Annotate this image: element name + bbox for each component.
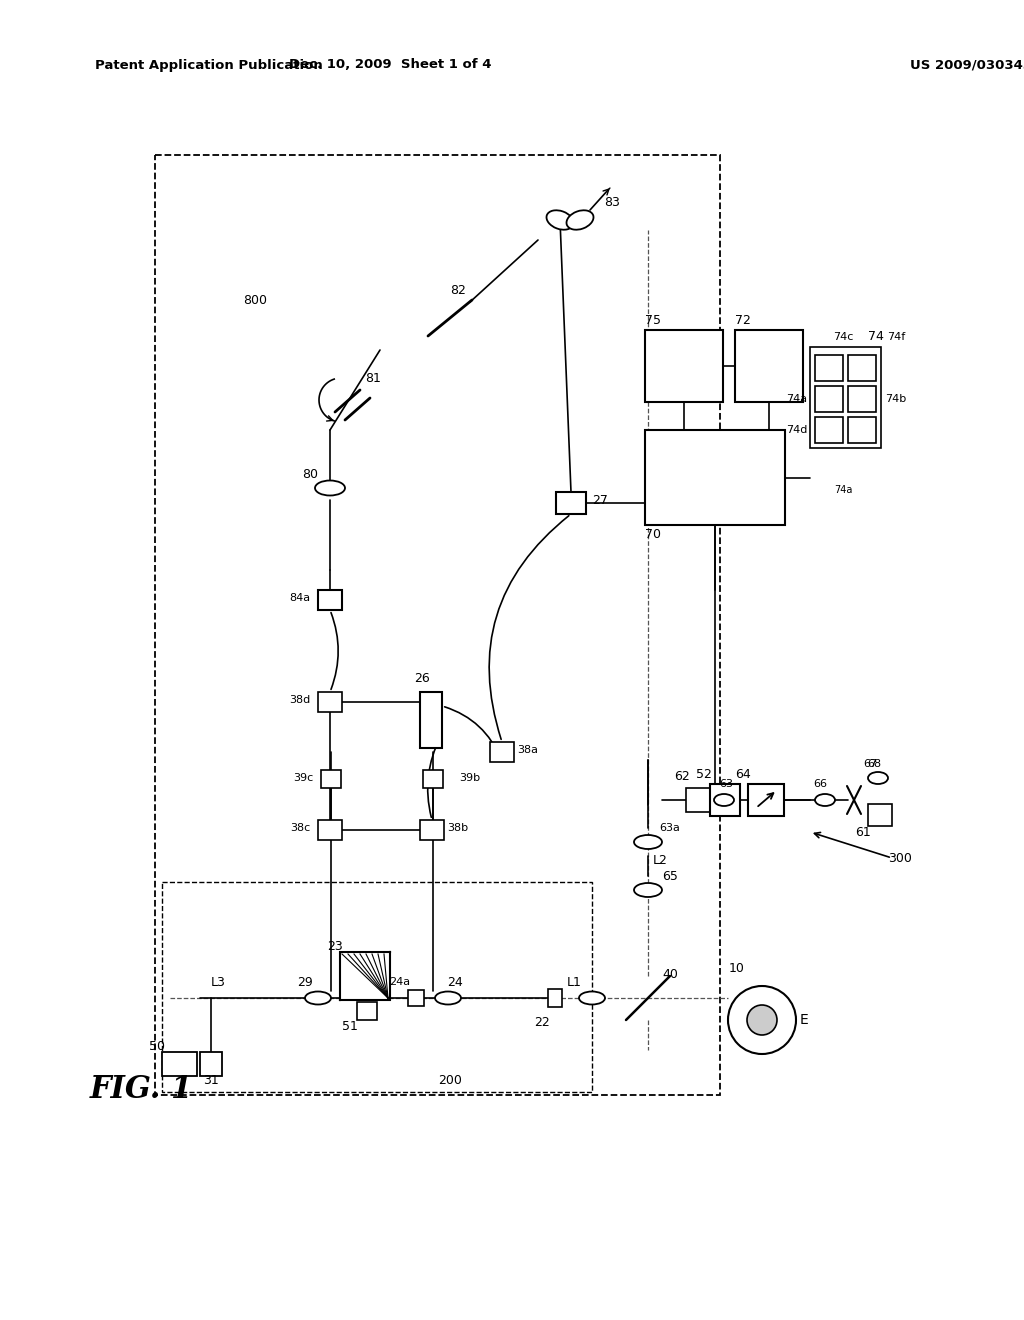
Text: 31: 31	[203, 1073, 219, 1086]
Text: Patent Application Publication: Patent Application Publication	[95, 58, 323, 71]
Text: E: E	[800, 1012, 808, 1027]
Bar	[815, 417, 843, 444]
Bar	[318, 820, 342, 840]
Ellipse shape	[547, 210, 573, 230]
Bar	[548, 989, 562, 1007]
Bar	[686, 788, 710, 812]
Text: 40: 40	[663, 969, 678, 982]
Text: US 2009/0303438 A1: US 2009/0303438 A1	[910, 58, 1024, 71]
Text: 70: 70	[645, 528, 662, 541]
Bar	[340, 952, 390, 1001]
Bar	[162, 882, 592, 1092]
Bar	[155, 154, 720, 1096]
Bar	[556, 492, 586, 513]
Bar	[357, 1002, 377, 1020]
Text: 200: 200	[438, 1073, 462, 1086]
Text: L1: L1	[566, 975, 582, 989]
Ellipse shape	[315, 480, 345, 495]
Ellipse shape	[305, 991, 331, 1005]
Bar	[200, 1052, 222, 1076]
Ellipse shape	[634, 883, 662, 898]
Text: 74d: 74d	[786, 425, 808, 436]
Text: 39b: 39b	[460, 774, 480, 783]
Bar	[748, 784, 784, 816]
Text: 24: 24	[447, 975, 463, 989]
Ellipse shape	[815, 795, 835, 807]
Text: 84a: 84a	[290, 593, 310, 603]
Text: FIG. 1: FIG. 1	[90, 1074, 194, 1106]
Text: 300: 300	[888, 851, 912, 865]
Bar	[810, 347, 881, 447]
Bar	[815, 355, 843, 381]
Bar	[408, 990, 424, 1006]
Text: 51: 51	[342, 1019, 358, 1032]
Bar	[645, 430, 785, 525]
Text: 61: 61	[855, 825, 870, 838]
Ellipse shape	[435, 991, 461, 1005]
Ellipse shape	[579, 991, 605, 1005]
Text: Dec. 10, 2009  Sheet 1 of 4: Dec. 10, 2009 Sheet 1 of 4	[289, 58, 492, 71]
Text: 26: 26	[414, 672, 430, 685]
Text: 52: 52	[696, 767, 712, 780]
Text: 74b: 74b	[886, 393, 906, 404]
Ellipse shape	[868, 772, 888, 784]
Bar	[490, 742, 514, 762]
Bar	[318, 692, 342, 711]
Text: 63a: 63a	[659, 822, 680, 833]
Bar	[710, 784, 740, 816]
Bar	[848, 355, 876, 381]
Text: 64: 64	[735, 767, 751, 780]
Bar	[423, 770, 443, 788]
Circle shape	[746, 1005, 777, 1035]
Text: 22: 22	[535, 1015, 550, 1028]
Bar	[735, 330, 803, 403]
Text: 50: 50	[150, 1040, 165, 1053]
Bar	[420, 692, 442, 748]
Text: 74a: 74a	[786, 393, 808, 404]
Ellipse shape	[566, 210, 594, 230]
Text: 67: 67	[863, 759, 878, 770]
Text: 27: 27	[592, 494, 608, 507]
Bar	[321, 770, 341, 788]
Bar	[318, 590, 342, 610]
Bar	[848, 417, 876, 444]
Text: 65: 65	[663, 870, 678, 883]
Text: 74c: 74c	[833, 333, 853, 342]
Text: 800: 800	[243, 293, 267, 306]
Bar	[815, 385, 843, 412]
Text: L2: L2	[652, 854, 668, 866]
Text: L3: L3	[211, 975, 225, 989]
Bar	[868, 804, 892, 826]
Text: 72: 72	[735, 314, 751, 326]
Text: 74f: 74f	[887, 333, 905, 342]
Bar	[162, 1052, 197, 1076]
Ellipse shape	[634, 836, 662, 849]
Text: 38a: 38a	[517, 744, 539, 755]
Text: 39c: 39c	[293, 774, 313, 783]
Text: 38b: 38b	[447, 822, 469, 833]
Text: 68: 68	[867, 759, 881, 770]
Bar	[848, 385, 876, 412]
Text: 81: 81	[366, 371, 381, 384]
Text: 82: 82	[451, 284, 466, 297]
Ellipse shape	[714, 795, 734, 807]
Bar	[645, 330, 723, 403]
Text: 75: 75	[645, 314, 662, 326]
Text: 62: 62	[674, 770, 690, 783]
Bar	[420, 820, 444, 840]
Text: 38c: 38c	[290, 822, 310, 833]
Text: 10: 10	[729, 961, 744, 974]
Text: 80: 80	[302, 469, 318, 482]
Text: 38d: 38d	[290, 696, 310, 705]
Text: 23: 23	[327, 940, 343, 953]
Text: 29: 29	[297, 975, 313, 989]
Text: 63: 63	[719, 779, 733, 789]
Text: 83: 83	[604, 195, 620, 209]
Text: 74a: 74a	[834, 484, 852, 495]
Text: 66: 66	[813, 779, 827, 789]
Text: 24a: 24a	[389, 977, 411, 987]
Text: 74: 74	[868, 330, 884, 343]
Circle shape	[728, 986, 796, 1053]
